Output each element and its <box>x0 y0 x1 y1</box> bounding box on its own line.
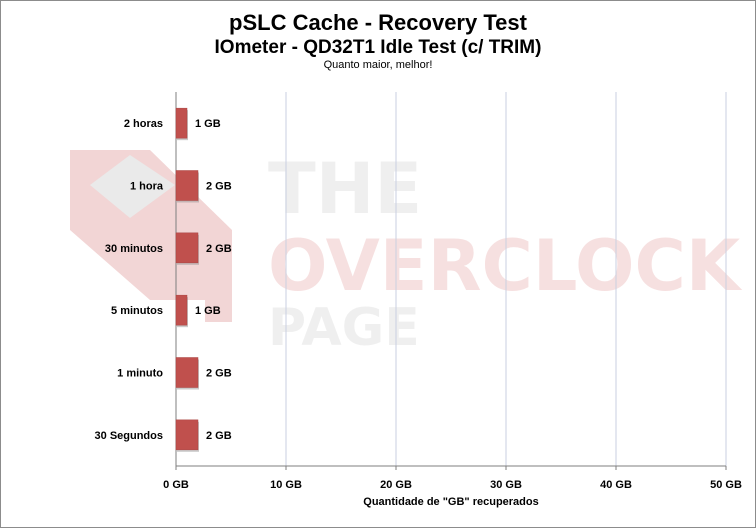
data-label: 2 GB <box>206 181 232 193</box>
data-label: 1 GB <box>195 305 221 317</box>
x-tick-label: 0 GB <box>163 479 189 491</box>
x-tick-label: 30 GB <box>490 479 522 491</box>
labels: 0 GB 10 GB 20 GB 30 GB 40 GB 50 GB 2 horas 1 GB… <box>95 118 742 491</box>
category-label: 1 hora <box>130 181 164 193</box>
x-tick-label: 50 GB <box>710 479 742 491</box>
watermark-line-3: PAGE <box>268 298 420 358</box>
bar <box>175 170 199 201</box>
watermark-line-2: OVERCLOCK <box>268 225 743 307</box>
bar <box>175 357 199 388</box>
chart-note: Quanto maior, melhor! <box>323 59 433 71</box>
category-label: 1 minuto <box>117 368 163 380</box>
category-label: 30 minutos <box>105 243 163 255</box>
watermark-diamond-icon <box>90 155 175 218</box>
bar-series <box>175 107 199 452</box>
watermark-logo: THE OVERCLOCK PAGE <box>70 148 743 358</box>
x-tick-label: 20 GB <box>380 479 412 491</box>
category-label: 30 Segundos <box>95 430 163 442</box>
category-label: 5 minutos <box>111 305 163 317</box>
x-axis-label: Quantidade de "GB" recuperados <box>363 496 539 508</box>
x-tick-label: 40 GB <box>600 479 632 491</box>
bar <box>175 107 188 139</box>
chart-subtitle: IOmeter - QD32T1 Idle Test (c/ TRIM) <box>214 37 542 58</box>
data-label: 2 GB <box>206 368 232 380</box>
x-tick-label: 10 GB <box>270 479 302 491</box>
bar <box>175 294 188 326</box>
x-gridlines <box>285 92 727 466</box>
category-label: 2 horas <box>124 118 163 130</box>
data-label: 1 GB <box>195 118 221 130</box>
axes <box>175 92 727 470</box>
data-label: 2 GB <box>206 430 232 442</box>
chart-title: pSLC Cache - Recovery Test <box>229 10 527 35</box>
watermark-line-1: THE <box>268 148 422 230</box>
bar <box>175 232 199 264</box>
data-label: 2 GB <box>206 243 232 255</box>
bar <box>175 419 199 451</box>
